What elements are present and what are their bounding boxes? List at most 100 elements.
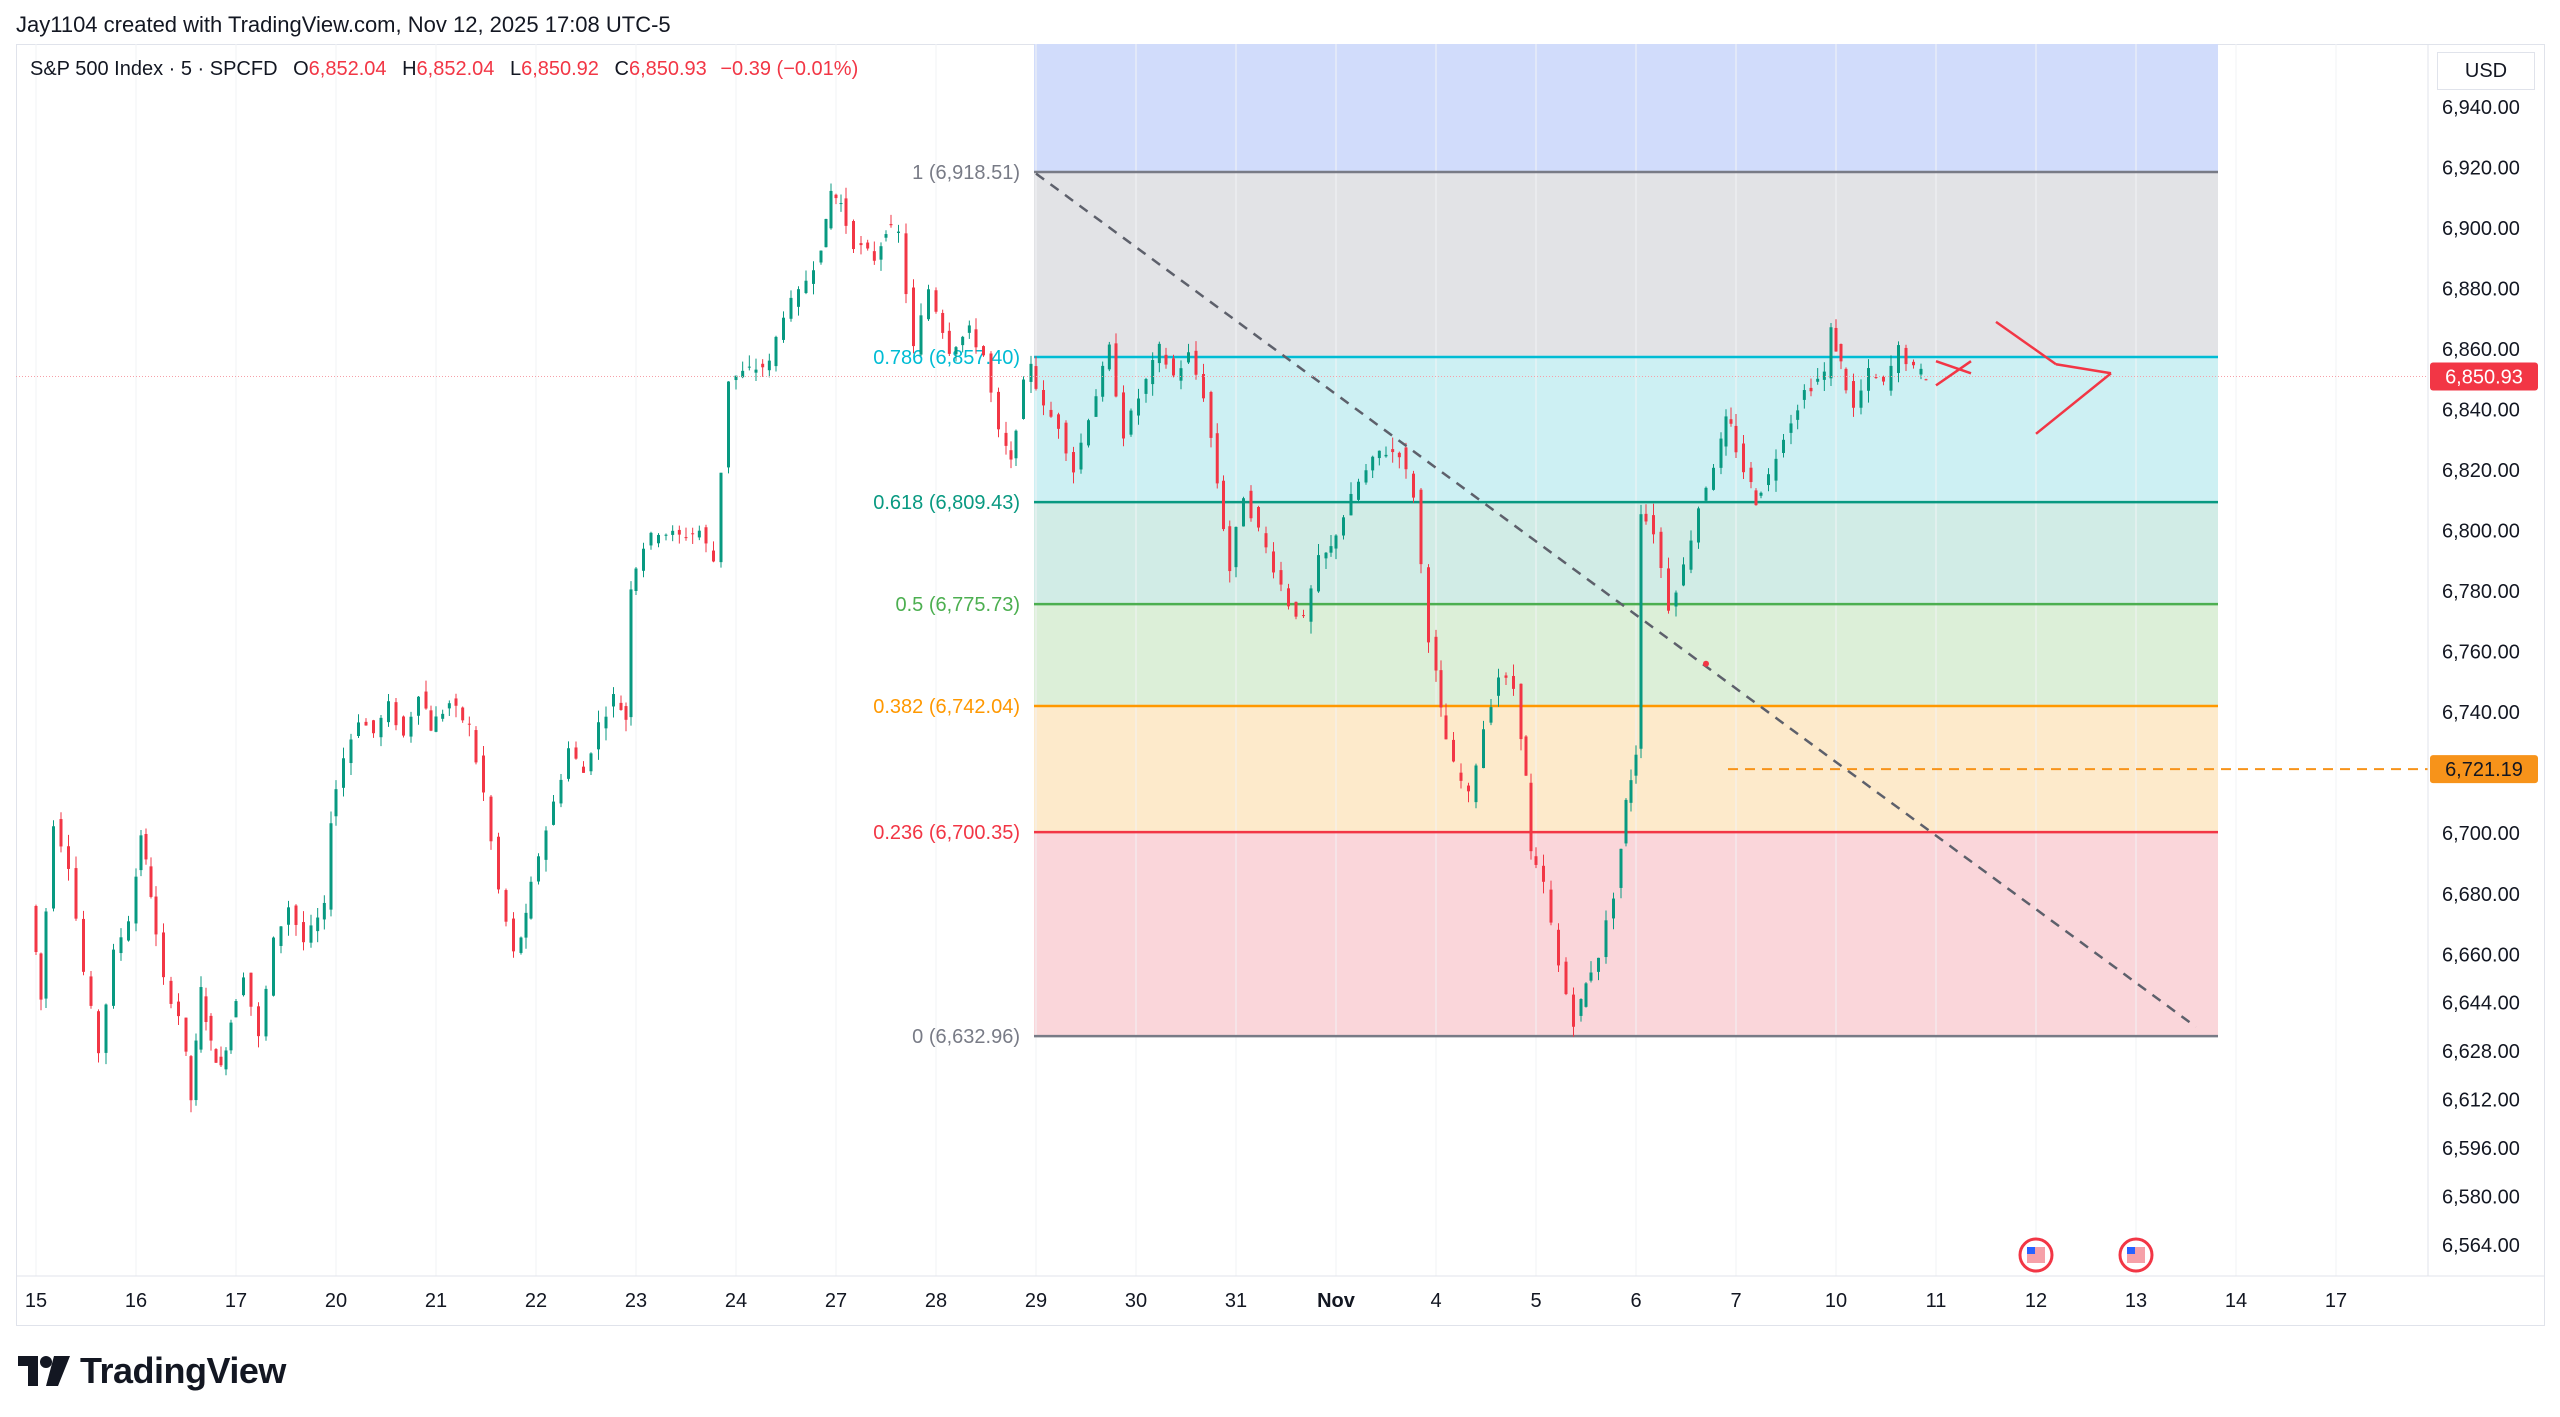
candle-body xyxy=(1042,389,1045,406)
candle-body xyxy=(741,370,745,378)
pattern-lower-line[interactable] xyxy=(2035,372,2112,435)
fib-label-0.618: 0.618 (6,809.43) xyxy=(873,492,1020,514)
candle-body xyxy=(967,325,971,333)
candle-body xyxy=(834,194,838,199)
x-tick-label: 16 xyxy=(125,1290,147,1312)
candle-body xyxy=(524,912,528,938)
candle-body xyxy=(1557,929,1560,966)
pattern-upper-line[interactable] xyxy=(1995,320,2057,366)
candle-body xyxy=(852,221,855,250)
candle-body xyxy=(1859,390,1863,408)
candle-body xyxy=(1419,489,1423,565)
candle-body xyxy=(1272,551,1275,573)
current-price-tag xyxy=(2430,362,2538,391)
flag-line[interactable] xyxy=(1935,360,1972,375)
candle-body xyxy=(927,289,930,320)
high-value: 6,852.04 xyxy=(416,58,495,80)
candle-body xyxy=(1897,345,1900,374)
candle-body xyxy=(1371,456,1375,471)
candle-body xyxy=(1187,352,1190,363)
candle-body xyxy=(144,833,148,860)
candle-body xyxy=(1364,470,1368,483)
candle-body xyxy=(819,250,823,263)
candle-body xyxy=(604,716,608,729)
candle-body xyxy=(1919,368,1923,375)
x-tick-label: 7 xyxy=(1730,1290,1741,1312)
candle-body xyxy=(767,360,771,371)
tradingview-logo[interactable]: TradingView xyxy=(18,1348,286,1394)
y-tick-label: 6,840.00 xyxy=(2442,400,2520,422)
candle-body xyxy=(1467,785,1470,792)
candle-body xyxy=(39,953,43,1000)
candle-body xyxy=(797,289,800,307)
candle-body xyxy=(904,233,908,295)
candle-body xyxy=(1034,366,1038,389)
candle-body xyxy=(467,723,471,725)
candle-body xyxy=(1087,420,1090,446)
candle-body xyxy=(1434,636,1438,671)
fib-bands xyxy=(1034,44,2218,1037)
currency-selector[interactable]: USD xyxy=(2437,52,2535,90)
fib-label-0: 0 (6,632.96) xyxy=(912,1026,1020,1048)
candle-body xyxy=(447,703,451,709)
symbol-legend[interactable]: S&P 500 Index · 5 · SPCFD O6,852.04 H6,8… xyxy=(30,58,858,81)
y-tick-label: 6,940.00 xyxy=(2442,97,2520,119)
candle-body xyxy=(349,739,353,764)
candle-body xyxy=(1101,365,1105,397)
candle-body xyxy=(529,881,533,919)
candle-body xyxy=(1412,473,1415,498)
candle-body xyxy=(394,702,398,726)
candle-body xyxy=(229,1022,233,1051)
candle-body xyxy=(866,242,870,249)
low-value: 6,850.92 xyxy=(521,58,599,80)
candle-body xyxy=(302,922,305,943)
candle-body xyxy=(1924,379,1928,381)
candle-body xyxy=(1734,425,1738,453)
candle-body xyxy=(1904,347,1908,365)
x-tick-label: 15 xyxy=(25,1290,47,1312)
candle-body xyxy=(619,702,623,710)
candle-body xyxy=(199,987,203,1050)
candle-body xyxy=(597,722,600,750)
candle-body xyxy=(309,925,313,943)
candle-body xyxy=(559,779,563,804)
chart-credit: Jay1104 created with TradingView.com, No… xyxy=(16,12,671,37)
candle-body xyxy=(1064,422,1068,454)
candle-body xyxy=(897,231,900,233)
candle-body xyxy=(1452,739,1455,762)
candle-body xyxy=(1579,999,1583,1016)
x-tick-label: 17 xyxy=(225,1290,247,1312)
y-tick-label: 6,820.00 xyxy=(2442,460,2520,482)
candle-body xyxy=(1151,360,1155,385)
candle-body xyxy=(34,905,38,953)
candle-body xyxy=(482,755,485,793)
candle-body xyxy=(1122,392,1125,439)
fib-label-0.786: 0.786 (6,857.40) xyxy=(873,347,1020,369)
candle-body xyxy=(544,830,548,860)
trend-line[interactable] xyxy=(1035,172,2197,1028)
candle-body xyxy=(257,1006,260,1037)
x-tick-label: 14 xyxy=(2225,1290,2247,1312)
candle-body xyxy=(1094,396,1098,417)
candle-body xyxy=(671,530,675,535)
flag-line[interactable] xyxy=(1935,360,1972,387)
x-tick-label: 5 xyxy=(1530,1290,1541,1312)
candle-body xyxy=(727,381,730,468)
candle-body xyxy=(1767,474,1770,486)
candle-body xyxy=(697,530,701,538)
candle-body xyxy=(642,548,645,571)
candle-body xyxy=(884,234,888,238)
x-tick-label: 28 xyxy=(925,1290,947,1312)
candle-body xyxy=(489,796,493,842)
symbol-name: S&P 500 Index · 5 · SPCFD xyxy=(30,58,278,80)
low-label: L xyxy=(509,58,522,80)
candle-body xyxy=(704,527,708,544)
candle-body xyxy=(839,203,843,205)
candle-body xyxy=(1802,390,1806,400)
candle-body xyxy=(1022,379,1025,419)
candle-body xyxy=(149,866,153,897)
candle-body xyxy=(1404,447,1408,470)
candle-body xyxy=(1604,920,1608,958)
pattern-upper-line[interactable] xyxy=(2055,362,2112,375)
